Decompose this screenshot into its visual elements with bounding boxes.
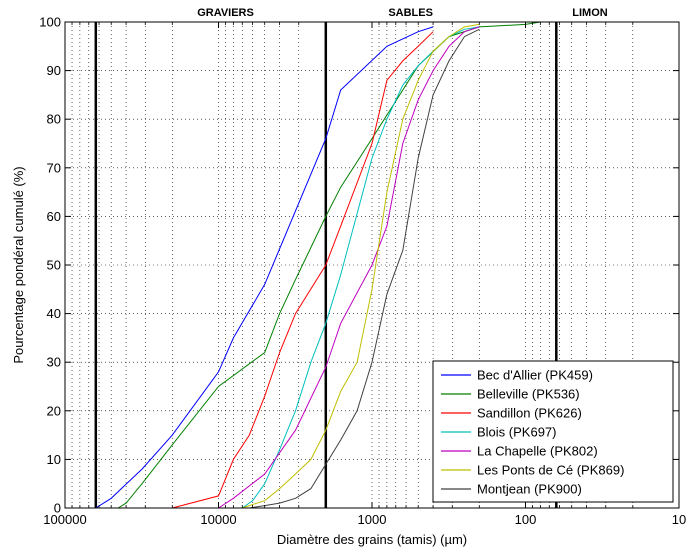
y-tick-label: 10 [47, 452, 61, 467]
x-tick-label: 10 [672, 512, 686, 527]
series-line [172, 31, 434, 509]
legend-entry-label: Bec d'Allier (PK459) [477, 368, 593, 383]
y-tick-label: 90 [47, 63, 61, 78]
x-tick-label: 10000 [200, 512, 236, 527]
legend-entry-label: Montjean (PK900) [477, 482, 582, 497]
y-tick-label: 100 [39, 15, 61, 30]
legend-box [432, 360, 674, 503]
y-tick-label: 80 [47, 112, 61, 127]
zone-label: SABLES [388, 7, 433, 19]
ticks: 100000 10000 1000 100 1001020304050607080901… [39, 15, 686, 528]
series-line [249, 28, 480, 509]
x-tick-label: 1000 [358, 512, 387, 527]
y-tick-label: 30 [47, 355, 61, 370]
y-tick-label: 0 [54, 501, 61, 516]
y-tick-label: 20 [47, 403, 61, 418]
legend-entry-label: Sandillon (PK626) [477, 406, 582, 421]
legend-entry-label: La Chapelle (PK802) [477, 444, 598, 459]
y-tick-label: 50 [47, 258, 61, 273]
series-line [117, 21, 541, 509]
x-tick-label: 100 [515, 512, 537, 527]
series-group [95, 21, 541, 509]
legend: Bec d'Allier (PK459) Belleville (PK536) Sa… [432, 360, 674, 503]
y-axis-label: Pourcentage pondéral cumulé (%) [11, 166, 26, 363]
x-tick-label: 100000 [43, 512, 86, 527]
zone-label: GRAVIERS [197, 7, 254, 19]
y-tick-label: 70 [47, 160, 61, 175]
legend-entry-label: Les Ponts de Cé (PK869) [477, 463, 624, 478]
series-line [242, 23, 480, 509]
series-line [218, 26, 480, 509]
x-axis-label: Diamètre des grains (tamis) (µm) [277, 532, 467, 547]
zone-label: LIMON [572, 7, 607, 19]
legend-entry-label: Belleville (PK536) [477, 387, 580, 402]
y-tick-label: 40 [47, 306, 61, 321]
legend-entry-label: Blois (PK697) [477, 425, 556, 440]
y-tick-label: 60 [47, 209, 61, 224]
zone-labels: GRAVIERS SABLES LIMON [197, 7, 608, 19]
series-line [95, 26, 434, 509]
